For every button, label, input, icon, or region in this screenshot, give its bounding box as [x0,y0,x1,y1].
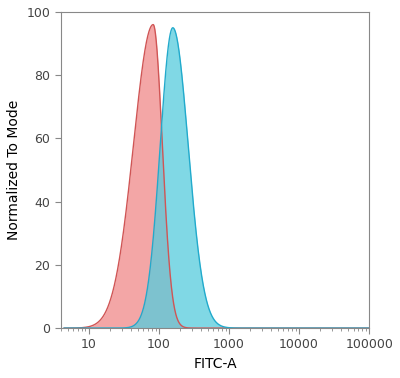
Y-axis label: Normalized To Mode: Normalized To Mode [7,100,21,240]
X-axis label: FITC-A: FITC-A [193,357,237,371]
